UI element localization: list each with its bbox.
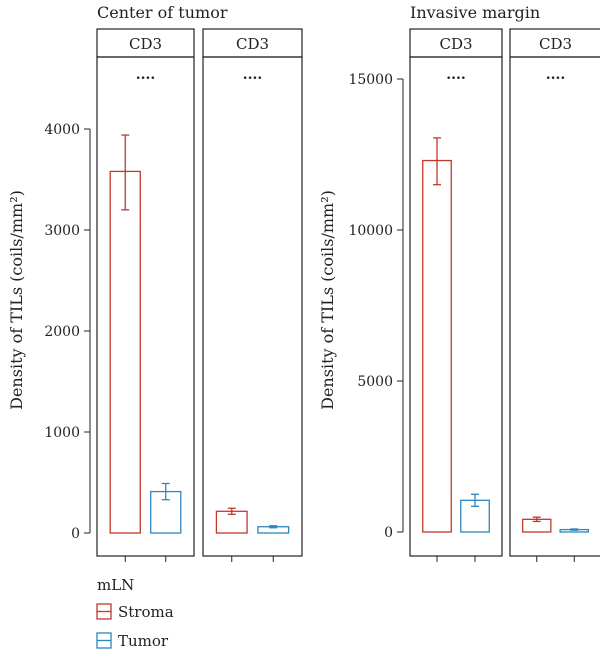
y-tick-label: 0 xyxy=(71,526,80,542)
panel-frame xyxy=(409,56,503,557)
panel-1-0: CD3.... xyxy=(409,28,503,562)
y-tick-label: 1000 xyxy=(44,425,80,441)
bar-stroma xyxy=(109,170,141,534)
chart-title: Center of tumor xyxy=(97,3,228,22)
panel-strip xyxy=(409,28,503,58)
panel-0-0: CD3.... xyxy=(96,28,195,562)
y-tick-label: 15000 xyxy=(348,72,393,88)
legend: mLN Stroma Tumor xyxy=(96,576,174,650)
y-tick-label: 5000 xyxy=(357,374,393,390)
significance-label: .... xyxy=(136,67,156,83)
significance-label: .... xyxy=(243,67,263,83)
panel-strip-label: CD3 xyxy=(236,35,269,53)
panel-strip-label: CD3 xyxy=(129,35,162,53)
panel-0-1: CD3.... xyxy=(202,28,303,562)
y-axis-title: Density of TILs (coils/mm²) xyxy=(318,190,337,410)
panel-strip xyxy=(202,28,303,58)
y-tick-label: 4000 xyxy=(44,122,80,138)
panel-strip xyxy=(509,28,600,58)
y-tick-label: 2000 xyxy=(44,324,80,340)
chart-group-0: Center of tumor 0 1000 2000 3000 4000 Density … xyxy=(7,3,303,562)
legend-label-tumor: Tumor xyxy=(118,632,169,650)
charts-layer: Center of tumor 0 1000 2000 3000 4000 Density … xyxy=(7,3,600,562)
panel-frame xyxy=(509,56,600,557)
y-tick-label: 0 xyxy=(384,525,393,541)
chart-title: Invasive margin xyxy=(410,3,540,22)
y-axis-title: Density of TILs (coils/mm²) xyxy=(7,190,26,410)
significance-label: .... xyxy=(446,67,466,83)
chart-group-1: Invasive margin 0 5000 10000 15000 Density of… xyxy=(318,3,600,562)
panel-strip-label: CD3 xyxy=(539,35,572,53)
bar-stroma xyxy=(422,159,452,533)
y-tick-label: 3000 xyxy=(44,223,80,239)
significance-label: .... xyxy=(546,67,566,83)
panel-1-1: CD3.... xyxy=(509,28,600,562)
y-tick-label: 10000 xyxy=(348,223,393,239)
panel-frame xyxy=(202,56,303,557)
legend-label-stroma: Stroma xyxy=(118,603,174,621)
panel-strip-label: CD3 xyxy=(439,35,472,53)
panel-frame xyxy=(96,56,195,557)
legend-title: mLN xyxy=(97,576,134,594)
